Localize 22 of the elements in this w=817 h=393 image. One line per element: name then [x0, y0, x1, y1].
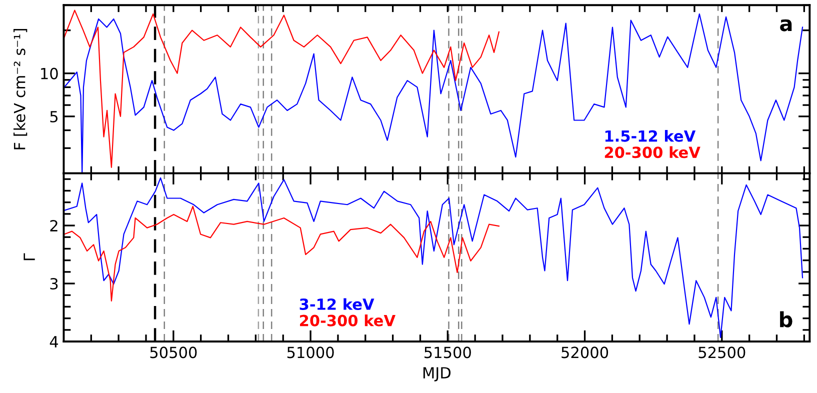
- x-tick-label: 51000: [287, 346, 334, 358]
- y-tick-label: 2: [50, 220, 58, 232]
- line-series: [64, 10, 500, 168]
- text: 3-12 keV: [300, 298, 374, 310]
- text: 20-300 keV: [604, 146, 700, 158]
- x-tick-label: 52000: [562, 346, 608, 358]
- line-series: [64, 177, 804, 338]
- y-axis-title: Γ: [24, 253, 35, 260]
- y-tick-label: 3: [50, 278, 58, 290]
- y-tick-label: 5: [50, 111, 58, 122]
- y-tick-label: 10: [41, 68, 58, 80]
- annotation: a: [780, 19, 792, 32]
- x-tick-label: 51500: [424, 346, 471, 358]
- series-label: 1.5-12 keV: [605, 130, 696, 142]
- annotation: b: [780, 311, 792, 328]
- line-series: [64, 13, 804, 174]
- y-tick-label: 4: [50, 336, 58, 348]
- y-axis-title: F [keV cm⁻² s⁻¹]: [14, 29, 28, 150]
- x-tick-label: 50500: [150, 346, 197, 358]
- x-tick-label: 52500: [698, 346, 746, 358]
- x-axis-title: MJD: [423, 367, 451, 382]
- text: 20-300 keV: [300, 314, 396, 326]
